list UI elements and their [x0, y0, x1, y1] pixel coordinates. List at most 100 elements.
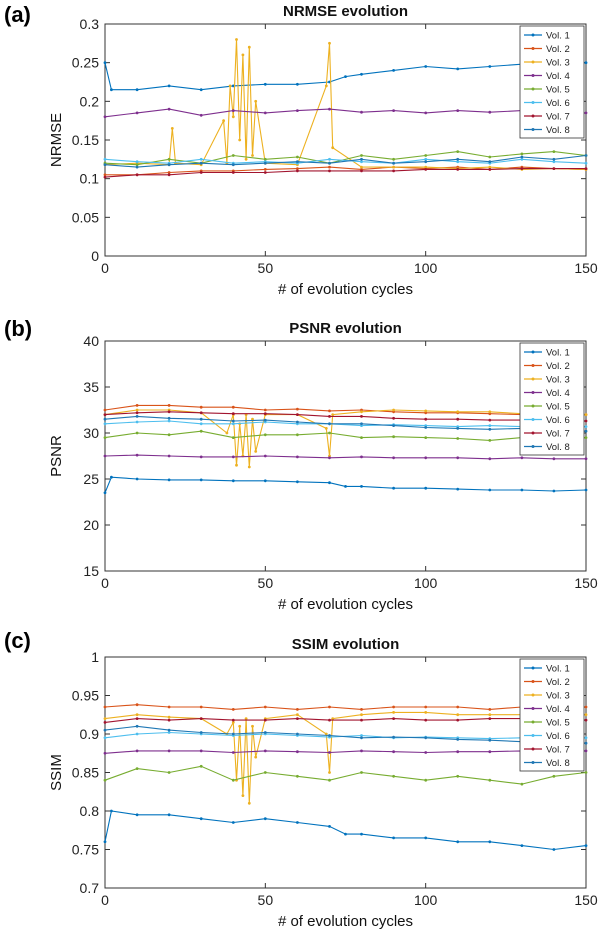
series-line-vol-3 [104, 39, 587, 170]
data-point [360, 718, 363, 722]
data-point [235, 38, 238, 41]
data-point [231, 778, 235, 782]
data-point [135, 111, 139, 115]
data-point [103, 115, 107, 119]
data-point [456, 150, 460, 154]
series-line-vol-7 [104, 411, 586, 422]
data-point [199, 749, 203, 753]
data-point [520, 157, 524, 161]
data-point [296, 480, 299, 484]
data-point [167, 813, 171, 817]
data-point [135, 415, 139, 418]
data-point [238, 138, 242, 142]
data-point [135, 88, 139, 92]
data-point [552, 774, 556, 778]
data-point [456, 456, 460, 460]
data-point [103, 175, 107, 179]
data-point [263, 718, 267, 722]
data-point [296, 433, 299, 437]
data-point [167, 749, 171, 753]
data-point [199, 161, 203, 165]
legend-entry: Vol. 5 [546, 718, 570, 729]
x-axis-label: # of evolution cycles [278, 596, 413, 613]
data-point [360, 422, 363, 426]
legend-entry: Vol. 5 [546, 85, 570, 96]
data-point [199, 717, 203, 720]
data-point [263, 479, 267, 483]
data-point [360, 713, 363, 717]
data-point [392, 69, 395, 72]
data-point [231, 718, 235, 722]
legend-marker [531, 114, 535, 118]
data-point [328, 107, 331, 111]
data-point [552, 457, 556, 461]
data-point [103, 408, 107, 412]
data-point [167, 157, 171, 161]
data-point [456, 157, 460, 161]
series-line-vol-2 [104, 404, 587, 417]
data-point [360, 832, 363, 836]
data-point [238, 724, 242, 728]
series-line-vol-2 [104, 704, 587, 710]
legend-entry: Vol. 1 [546, 31, 570, 42]
series-line-vol-5 [104, 765, 587, 785]
data-point [584, 419, 588, 423]
data-point [488, 160, 492, 164]
data-point [231, 732, 235, 736]
data-point [199, 764, 203, 768]
data-point [392, 705, 395, 709]
panel-label-c: (c) [4, 628, 31, 653]
x-tick-label: 50 [258, 260, 274, 276]
data-point [135, 713, 139, 717]
data-point [110, 475, 113, 479]
legend-marker [531, 666, 535, 670]
chart-ssim: SSIM evolution 0.7 0.75 0.8 0.85 0.9 0.95 1 0 50 1… [48, 636, 598, 930]
data-point [263, 433, 267, 437]
data-point [424, 718, 428, 722]
data-point [167, 107, 171, 111]
data-point [199, 411, 203, 415]
data-point [103, 736, 107, 740]
data-point [135, 732, 139, 736]
data-point [520, 152, 524, 156]
data-point [296, 717, 299, 720]
data-point [263, 749, 267, 753]
data-point [135, 163, 139, 167]
data-point [296, 732, 299, 736]
legend-marker [531, 377, 535, 381]
data-point [360, 771, 363, 774]
data-point [424, 486, 428, 490]
data-point [360, 154, 363, 157]
series-line-vol-4 [104, 454, 586, 460]
data-point [103, 422, 107, 426]
data-point [225, 431, 229, 435]
data-point [199, 478, 203, 482]
data-point [424, 426, 428, 429]
legend-marker [531, 431, 535, 435]
chart-psnr: PSNR evolution 15 20 25 30 35 40 0 50 100 150 # of … [48, 320, 598, 613]
data-point [331, 413, 335, 416]
series-line-vol-3 [104, 711, 586, 804]
data-point [231, 419, 235, 423]
data-point [456, 168, 460, 171]
data-point [199, 417, 203, 421]
legend-marker [531, 101, 535, 104]
data-point [296, 155, 299, 159]
data-point [584, 436, 588, 439]
data-point [456, 427, 460, 430]
y-axis-label: SSIM [48, 754, 65, 791]
series-line-vol-1 [104, 476, 587, 494]
data-point [296, 160, 299, 164]
data-point [392, 774, 395, 778]
data-point [135, 165, 139, 169]
data-point [360, 160, 363, 164]
data-point [392, 408, 395, 412]
data-point [167, 718, 171, 722]
data-point [254, 450, 258, 453]
legend-entry: Vol. 2 [546, 677, 570, 688]
legend-entry: Vol. 2 [546, 44, 570, 55]
data-point [552, 150, 556, 154]
data-point [135, 408, 139, 412]
data-point [263, 412, 267, 416]
data-point [251, 154, 254, 157]
